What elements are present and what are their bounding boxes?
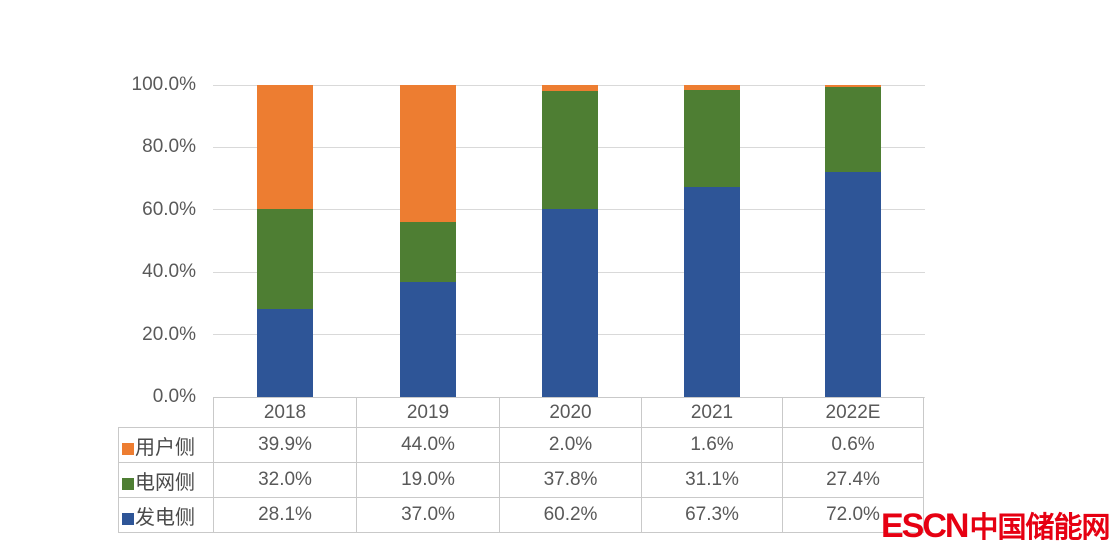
value-cell: 60.2% bbox=[499, 497, 642, 533]
data-table: 2018 2019 2020 2021 2022E 用户侧 39.9% 44.0% 2.0% 1.… bbox=[118, 397, 924, 533]
watermark-chinese-text: 中国储能网 bbox=[969, 512, 1110, 544]
bar-segment-电网侧-2020 bbox=[542, 91, 598, 210]
value-cell: 28.1% bbox=[213, 497, 357, 533]
legend-label: 电网侧 bbox=[135, 471, 195, 494]
bar-segment-发电侧-2022E bbox=[824, 172, 881, 397]
bar-segment-用户侧-2021 bbox=[683, 85, 740, 90]
bar-segment-发电侧-2021 bbox=[683, 187, 740, 397]
legend-label: 发电侧 bbox=[135, 506, 195, 529]
legend-cell: 电网侧 bbox=[118, 462, 214, 498]
bar-segment-发电侧-2018 bbox=[256, 309, 313, 397]
bar-segment-发电侧-2020 bbox=[542, 209, 598, 397]
table-corner-cell bbox=[119, 398, 214, 428]
value-cell: 0.6% bbox=[782, 427, 924, 463]
bar-segment-电网侧-2018 bbox=[256, 209, 313, 310]
table-header-year: 2020 bbox=[499, 397, 642, 428]
value-cell: 67.3% bbox=[641, 497, 783, 533]
legend-swatch bbox=[122, 512, 134, 525]
legend-label: 用户侧 bbox=[135, 436, 195, 459]
table-header-year: 2019 bbox=[356, 397, 500, 428]
table-header-year: 2022E bbox=[782, 397, 924, 428]
table-row: 发电侧 28.1% 37.0% 60.2% 67.3% 72.0% bbox=[118, 497, 924, 533]
value-cell: 2.0% bbox=[499, 427, 642, 463]
legend-cell: 用户侧 bbox=[118, 427, 214, 463]
table-header-year: 2021 bbox=[641, 397, 783, 428]
bar-segment-电网侧-2021 bbox=[683, 89, 740, 188]
legend-swatch bbox=[122, 442, 134, 455]
y-tick-label: 20.0% bbox=[142, 323, 196, 345]
y-tick-label: 100.0% bbox=[131, 74, 196, 95]
bar-segment-用户侧-2019 bbox=[399, 85, 456, 223]
bar-segment-用户侧-2022E bbox=[824, 85, 881, 87]
value-cell: 31.1% bbox=[641, 462, 783, 498]
y-tick-label: 80.0% bbox=[142, 136, 196, 158]
value-cell: 19.0% bbox=[356, 462, 500, 498]
value-cell: 27.4% bbox=[782, 462, 924, 498]
table-row: 用户侧 39.9% 44.0% 2.0% 1.6% 0.6% bbox=[118, 427, 924, 463]
bar-segment-发电侧-2019 bbox=[399, 281, 456, 397]
value-cell: 32.0% bbox=[213, 462, 357, 498]
legend-cell: 发电侧 bbox=[118, 497, 214, 533]
bar-segment-电网侧-2022E bbox=[824, 86, 881, 173]
bar-segment-用户侧-2020 bbox=[542, 85, 598, 92]
watermark-logo: ESCN 中国储能网 bbox=[881, 504, 1110, 546]
watermark-latin-text: ESCN bbox=[881, 507, 969, 545]
value-cell: 37.0% bbox=[356, 497, 500, 533]
y-tick-label: 40.0% bbox=[142, 261, 196, 283]
value-cell: 37.8% bbox=[499, 462, 642, 498]
bar-segment-用户侧-2018 bbox=[256, 85, 313, 210]
value-cell: 44.0% bbox=[356, 427, 500, 463]
value-cell: 1.6% bbox=[641, 427, 783, 463]
y-tick-label: 60.0% bbox=[142, 198, 196, 220]
table-row: 电网侧 32.0% 19.0% 37.8% 31.1% 27.4% bbox=[118, 462, 924, 498]
legend-swatch bbox=[122, 477, 134, 490]
bar-segment-电网侧-2019 bbox=[399, 222, 456, 282]
y-tick-label: 0.0% bbox=[152, 386, 196, 407]
table-header-year: 2018 bbox=[213, 397, 357, 428]
value-cell: 72.0% bbox=[782, 497, 924, 533]
value-cell: 39.9% bbox=[213, 427, 357, 463]
